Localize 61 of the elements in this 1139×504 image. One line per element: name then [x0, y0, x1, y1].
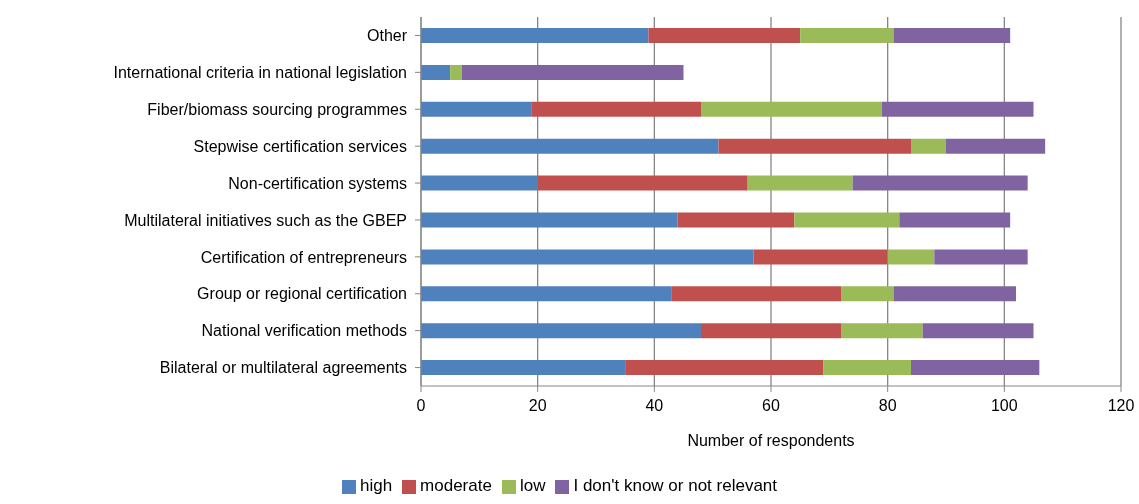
- bar: [753, 249, 888, 265]
- bar: [421, 249, 754, 265]
- bar: [421, 360, 626, 376]
- y-tick-label: Non-certification systems: [228, 174, 407, 192]
- x-axis-title: Number of respondents: [687, 432, 855, 449]
- bar: [794, 212, 900, 228]
- bar: [421, 101, 532, 117]
- bar: [911, 360, 1040, 376]
- bar: [893, 28, 1011, 43]
- bar: [800, 28, 894, 43]
- x-tick-label: 100: [990, 397, 1018, 415]
- bar: [893, 286, 1016, 302]
- bar: [671, 286, 841, 302]
- bar: [881, 101, 1034, 117]
- bar: [887, 249, 935, 265]
- x-tick-label: 20: [528, 397, 547, 415]
- bar: [852, 175, 1028, 191]
- bar: [946, 138, 1046, 154]
- x-tick-label: 40: [645, 397, 664, 415]
- y-tick-label: National verification methods: [201, 322, 407, 340]
- bar: [421, 138, 719, 154]
- legend-label: I don't know or not relevant: [573, 476, 778, 495]
- bar: [718, 138, 911, 154]
- bar: [899, 212, 1011, 228]
- bar: [922, 323, 1034, 339]
- bar: [677, 212, 795, 228]
- y-tick-label: Fiber/biomass sourcing programmes: [147, 100, 407, 118]
- legend-label: low: [519, 476, 546, 495]
- x-tick-label: 120: [1107, 397, 1135, 415]
- bar: [537, 175, 748, 191]
- y-tick-label: Group or regional certification: [197, 285, 407, 303]
- y-tick-label: Multilateral initiatives such as the GBEP: [124, 211, 407, 229]
- x-tick-label: 60: [762, 397, 780, 415]
- y-tick-label: Other: [366, 27, 408, 45]
- bar: [841, 323, 923, 339]
- bar: [648, 28, 801, 43]
- legend-label: moderate: [420, 476, 492, 495]
- bar: [461, 64, 684, 80]
- bar: [421, 64, 451, 80]
- legend-label: high: [359, 476, 393, 495]
- x-tick-label: 0: [416, 397, 426, 415]
- bar: [450, 64, 462, 80]
- bar: [934, 249, 1028, 265]
- y-tick-label: Bilateral or multilateral agreements: [159, 359, 407, 377]
- bar: [747, 175, 853, 191]
- bar: [421, 175, 538, 191]
- bar: [911, 138, 946, 154]
- y-tick-label: Certification of entrepreneurs: [200, 248, 407, 266]
- bar: [841, 286, 894, 302]
- bar: [421, 323, 701, 339]
- y-tick-label: Stepwise certification services: [193, 137, 407, 155]
- bar: [701, 101, 882, 117]
- bar: [701, 323, 841, 339]
- bar: [823, 360, 911, 376]
- bar: [531, 101, 701, 117]
- y-tick-label: International criteria in national legislation: [113, 64, 407, 82]
- bar: [421, 28, 649, 43]
- bar: [421, 286, 672, 302]
- bar: [625, 360, 824, 376]
- bar: [421, 212, 678, 228]
- x-tick-label: 80: [878, 397, 897, 415]
